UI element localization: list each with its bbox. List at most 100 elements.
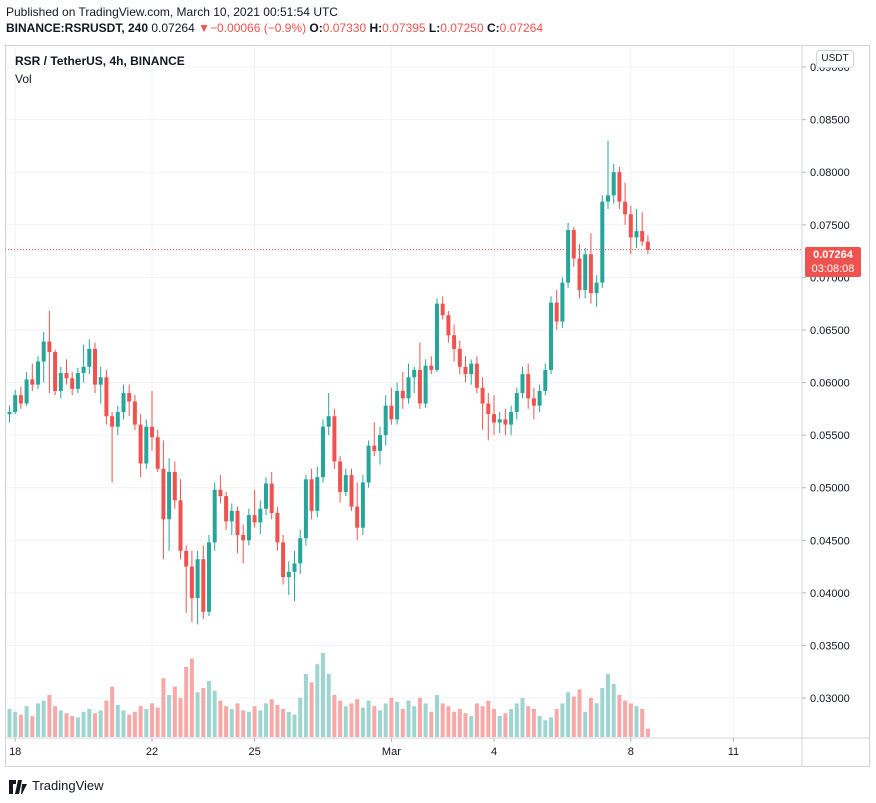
volume-bar [435,695,439,737]
volume-bar [583,711,588,737]
candle-body [366,445,371,483]
change-down-arrow-icon: ▼ [198,21,210,35]
volume-bar [98,710,103,737]
candle-body [509,411,514,425]
last-price-tag-price: 0.07264 [813,249,853,261]
candle-body [269,483,274,513]
volume-bar [474,703,479,737]
candle-body [623,201,628,215]
volume-bar [150,703,154,737]
candle-body [309,479,314,511]
candle-body [440,303,445,316]
volume-bar [378,710,382,737]
price-tick-label: 0.03500 [810,640,850,652]
volume-bar [13,711,18,737]
volume-bar [110,686,115,737]
candle-body [24,379,29,404]
candle-body [355,506,360,528]
candle-body [252,515,257,523]
volume-bar [406,700,411,737]
candle-body [36,361,40,385]
volume-bar [366,700,371,737]
volume-bar [132,711,137,737]
candle-body [132,401,137,425]
open-label: O: [309,21,323,35]
volume-bar [53,706,58,737]
currency-button[interactable]: USDT [816,50,854,68]
candle-body [503,419,508,425]
volume-bar [412,706,417,737]
volume-bar [332,695,337,737]
volume-bar [509,709,514,737]
candle-body [583,254,588,290]
time-tick-label: 18 [9,746,21,758]
candle-body [600,201,605,283]
open-value: 0.07330 [322,21,367,35]
volume-bar [531,709,536,737]
candle-body [617,172,622,202]
volume-bar [246,711,251,737]
candle-body [537,390,542,406]
volume-bar [594,703,599,737]
volume-bar [252,706,257,737]
volume-bar [144,709,149,737]
volume-bar [577,689,582,737]
candle-body [303,479,308,539]
candle-body [360,482,365,528]
tradingview-logo-icon [9,779,27,794]
candle-body [640,231,645,242]
candle-body [281,542,286,578]
volume-bar [360,707,365,737]
time-tick-label: 25 [248,746,260,758]
volume-bar [640,709,645,737]
candle-body [70,378,75,389]
candle-body [554,302,559,322]
volume-bar [87,709,92,737]
footer-brand[interactable]: TradingView [8,776,104,796]
volume-bar [452,711,457,737]
volume-bar [514,703,519,737]
candle-body [412,369,417,378]
low-label: L: [428,21,441,35]
price-tick-label: 0.08000 [810,167,850,179]
candle-body [560,282,565,322]
candle-body [195,559,200,599]
volume-bar [588,697,593,737]
candle-body [241,535,246,541]
volume-bar [224,706,229,737]
volume-bar [24,706,29,737]
volume-bar [241,710,246,737]
candle-body [115,411,120,427]
candle-body [417,369,422,404]
candle-body [184,550,189,567]
candle-body [98,377,103,385]
candle-body [75,373,80,389]
candle-body [7,411,12,415]
volume-bar [104,700,109,737]
time-tick-label: 4 [491,746,497,758]
price-tick-label: 0.04000 [810,588,850,600]
volume-bar [520,697,525,737]
volume-bar [355,699,360,737]
candle-body [378,435,382,451]
candle-body [645,241,650,251]
legend-volume-label: Vol [15,72,32,86]
volume-bar [617,695,622,737]
candle-body [395,390,400,420]
candle-body [520,374,525,394]
price-tick-label: 0.04500 [810,535,850,547]
candle-body [18,395,23,404]
candle-body [543,369,548,391]
candle-body [406,377,411,399]
volume-bar [526,706,531,737]
candle-body [81,366,86,374]
volume-bar [18,714,23,737]
volume-bar [47,695,52,737]
chart-legend: RSR / TetherUS, 4h, BINANCE Vol [15,52,185,88]
volume-bar [269,699,274,737]
volume-bar [440,703,445,737]
candle-body [577,258,582,290]
candle-body [258,508,263,523]
price-tick-label: 0.07500 [810,220,850,232]
